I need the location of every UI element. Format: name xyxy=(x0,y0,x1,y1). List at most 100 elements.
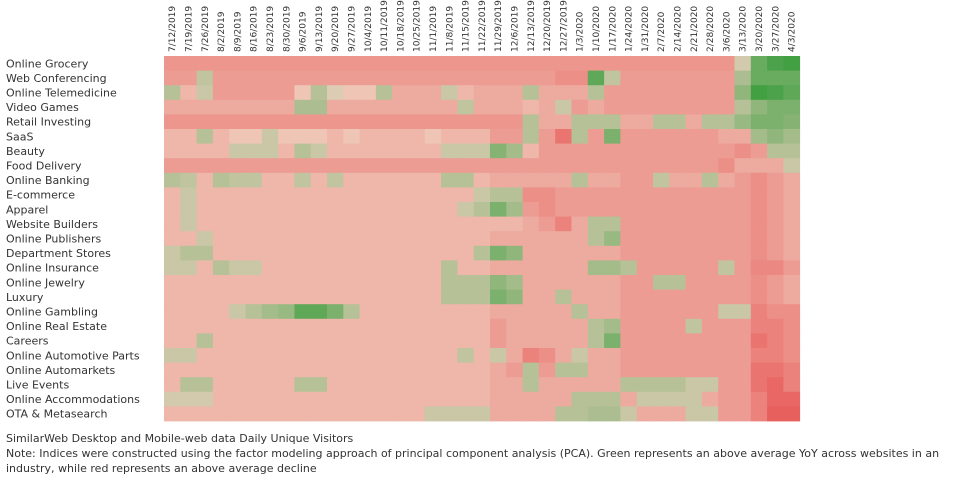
heatmap-cell xyxy=(490,129,507,144)
heatmap-cell xyxy=(538,56,556,71)
heatmap-cell xyxy=(408,362,426,378)
heatmap-cell xyxy=(294,231,312,247)
heatmap-cell xyxy=(441,129,458,144)
heatmap-cell xyxy=(310,85,328,101)
heatmap-cell xyxy=(685,56,703,71)
heatmap-cell xyxy=(669,245,686,261)
heatmap-cell xyxy=(783,377,801,393)
heatmap-cell xyxy=(424,202,442,217)
heatmap-cell xyxy=(441,216,458,232)
heatmap-cell xyxy=(685,348,703,363)
heatmap-cell xyxy=(343,56,360,71)
heatmap-cell xyxy=(767,260,784,276)
heatmap-cell xyxy=(734,158,752,174)
heatmap-cell xyxy=(571,391,589,407)
heatmap-chart: 7/12/2019 7/19/2019 7/26/2019 8/2/2019 8/9/2… xyxy=(6,0,801,422)
heatmap-cell xyxy=(229,114,246,130)
heatmap-cell xyxy=(473,275,491,290)
heatmap-cell xyxy=(164,245,181,261)
heatmap-cell xyxy=(392,406,409,422)
x-tick-label: 3/13/2020 xyxy=(739,6,749,52)
heatmap-cell xyxy=(783,348,801,363)
heatmap-cell xyxy=(229,158,246,174)
x-tick-label: 1/3/2020 xyxy=(576,11,586,52)
heatmap-cell xyxy=(718,304,735,320)
heatmap-cell xyxy=(343,129,360,144)
heatmap-cell xyxy=(538,158,556,174)
heatmap-cell xyxy=(294,245,312,261)
heatmap-cell xyxy=(164,260,181,276)
heatmap-cell xyxy=(604,231,621,247)
heatmap-cell xyxy=(750,114,768,130)
heatmap-cell xyxy=(294,391,312,407)
heatmap-cell xyxy=(180,304,197,320)
heatmap-cell xyxy=(718,318,735,334)
heatmap-cell xyxy=(669,406,686,422)
heatmap-cell xyxy=(701,275,719,290)
heatmap-cell xyxy=(310,260,328,276)
y-tick-label: Online Real Estate xyxy=(6,320,107,333)
heatmap-cell xyxy=(555,216,572,232)
heatmap-cell xyxy=(441,85,458,101)
heatmap-cell xyxy=(685,129,703,144)
heatmap-cell xyxy=(587,275,605,290)
heatmap-cell xyxy=(506,391,523,407)
heatmap-cell xyxy=(718,158,735,174)
heatmap-cell xyxy=(294,172,312,188)
heatmap-cell xyxy=(718,377,735,393)
heatmap-cell xyxy=(457,333,475,349)
heatmap-cell xyxy=(506,202,523,217)
heatmap-cell xyxy=(571,318,589,334)
heatmap-cell xyxy=(750,70,768,86)
heatmap-cell xyxy=(457,260,475,276)
heatmap-cell xyxy=(375,260,393,276)
heatmap-cell xyxy=(212,260,230,276)
heatmap-cell xyxy=(734,216,752,232)
heatmap-cell xyxy=(522,158,540,174)
heatmap-cell xyxy=(343,391,360,407)
heatmap-cell xyxy=(783,391,801,407)
heatmap-cell xyxy=(750,231,768,247)
heatmap-cell xyxy=(408,289,426,305)
heatmap-cell xyxy=(620,304,638,320)
heatmap-cell xyxy=(196,362,214,378)
heatmap-cell xyxy=(669,318,686,334)
heatmap-cell xyxy=(457,231,475,247)
heatmap-cell xyxy=(343,304,360,320)
heatmap-cell xyxy=(261,70,279,86)
heatmap-cell xyxy=(701,56,719,71)
heatmap-cell xyxy=(343,85,360,101)
heatmap-cell xyxy=(555,391,572,407)
heatmap-cell xyxy=(327,114,344,130)
heatmap-cell xyxy=(538,85,556,101)
heatmap-cell xyxy=(392,56,409,71)
heatmap-cell xyxy=(441,275,458,290)
heatmap-cell xyxy=(767,289,784,305)
heatmap-cell xyxy=(457,275,475,290)
heatmap-cell xyxy=(424,70,442,86)
heatmap-cell xyxy=(212,56,230,71)
heatmap-cell xyxy=(506,216,523,232)
heatmap-cell xyxy=(164,172,181,188)
heatmap-cell xyxy=(620,99,638,115)
heatmap-cell xyxy=(636,348,654,363)
heatmap-cell xyxy=(669,362,686,378)
heatmap-cell xyxy=(424,187,442,203)
heatmap-cell xyxy=(490,377,507,393)
heatmap-cell xyxy=(408,377,426,393)
y-tick-label: Live Events xyxy=(6,379,69,392)
heatmap-cell xyxy=(424,348,442,363)
heatmap-cell xyxy=(587,114,605,130)
heatmap-cell xyxy=(587,85,605,101)
heatmap-cell xyxy=(734,172,752,188)
heatmap-cell xyxy=(506,129,523,144)
heatmap-cell xyxy=(327,275,344,290)
heatmap-cell xyxy=(294,406,312,422)
heatmap-cell xyxy=(164,362,181,378)
heatmap-cell xyxy=(310,114,328,130)
heatmap-cell xyxy=(245,114,263,130)
heatmap-cell xyxy=(375,304,393,320)
heatmap-cell xyxy=(620,158,638,174)
heatmap-cell xyxy=(343,114,360,130)
heatmap-cell xyxy=(229,99,246,115)
